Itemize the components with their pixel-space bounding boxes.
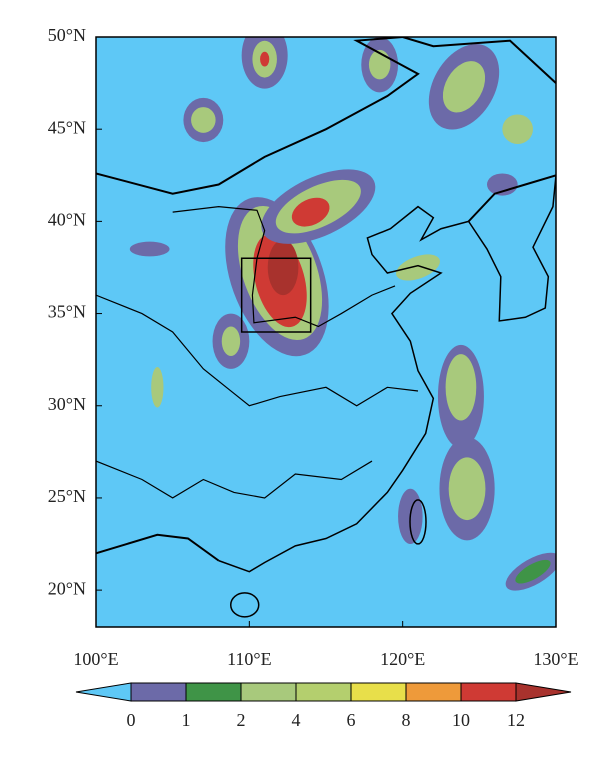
- precip-area: [448, 457, 486, 521]
- y-tick-label: 40°N: [48, 210, 86, 230]
- y-tick-label: 20°N: [48, 578, 86, 598]
- precip-area: [267, 239, 299, 296]
- hainan: [229, 592, 260, 618]
- precip-area: [515, 559, 551, 584]
- coastline: [467, 175, 556, 322]
- colorbar-segment: [350, 682, 407, 702]
- colorbar-segment: [295, 682, 352, 702]
- precip-area: [191, 107, 216, 133]
- precip-area: [291, 197, 330, 227]
- colorbar-label: 0: [127, 710, 136, 730]
- precip-area: [151, 367, 164, 408]
- border: [96, 533, 220, 562]
- border: [96, 37, 420, 195]
- river-line: [96, 294, 419, 407]
- colorbar-segment: [240, 682, 297, 702]
- colorbar-high: [515, 682, 572, 702]
- x-tick-label: 130°E: [533, 649, 578, 669]
- colorbar-segment: [185, 682, 242, 702]
- colorbar-label: 8: [402, 710, 411, 730]
- x-tick-label: 100°E: [73, 649, 118, 669]
- study-box: [240, 257, 312, 333]
- x-tick-label: 110°E: [227, 649, 272, 669]
- precip-area: [221, 326, 241, 356]
- colorbar-label: 12: [507, 710, 525, 730]
- coastline: [218, 205, 469, 573]
- y-tick-label: 30°N: [48, 394, 86, 414]
- y-tick-label: 50°N: [48, 25, 86, 45]
- colorbar-label: 2: [237, 710, 246, 730]
- map-frame: [95, 36, 557, 628]
- y-tick-label: 35°N: [48, 302, 86, 322]
- precip-area: [445, 354, 477, 421]
- precip-area: [368, 49, 391, 80]
- colorbar-label: 10: [452, 710, 470, 730]
- precip-area: [129, 241, 170, 257]
- map-layer: [96, 37, 556, 618]
- province-line: [172, 206, 396, 328]
- precip-area: [396, 254, 440, 281]
- taiwan: [409, 499, 427, 545]
- colorbar-segment: [460, 682, 517, 702]
- x-tick-label: 120°E: [380, 649, 425, 669]
- colorbar-segment: [130, 682, 187, 702]
- border: [402, 37, 556, 84]
- colorbar-segment: [405, 682, 462, 702]
- precip-area: [502, 114, 533, 144]
- province-line: [96, 460, 373, 499]
- precip-area: [442, 61, 486, 113]
- y-tick-label: 25°N: [48, 486, 86, 506]
- precip-area: [260, 51, 270, 67]
- colorbar-low: [75, 682, 132, 702]
- border: [467, 174, 556, 223]
- y-tick-label: 45°N: [48, 117, 86, 137]
- colorbar-label: 1: [182, 710, 191, 730]
- colorbar-label: 4: [292, 710, 301, 730]
- colorbar-label: 6: [347, 710, 356, 730]
